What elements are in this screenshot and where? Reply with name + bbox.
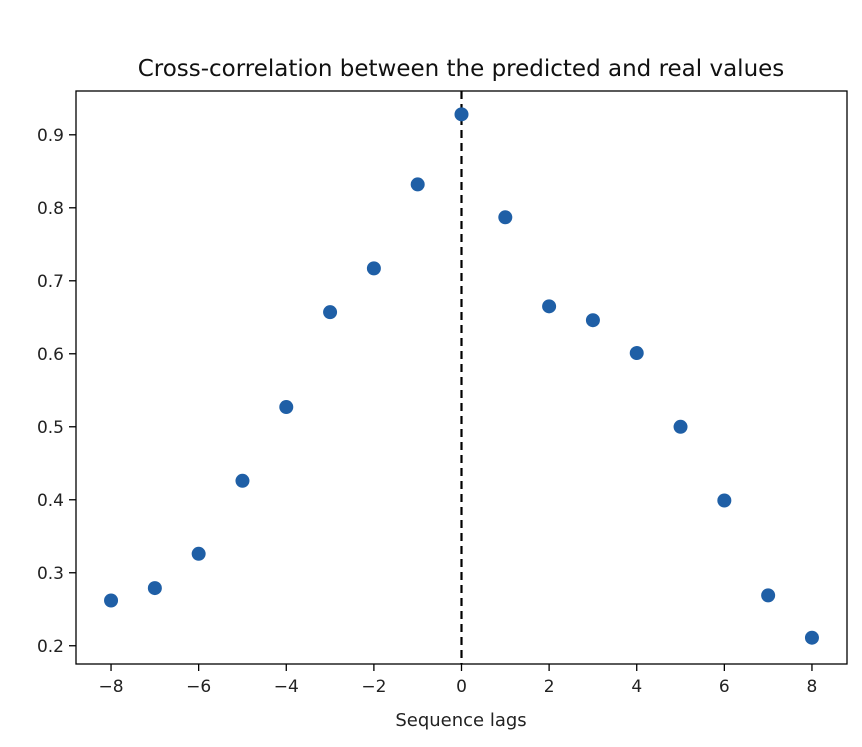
- data-point: [542, 299, 557, 314]
- x-tick-label: 2: [544, 677, 555, 697]
- data-point: [673, 419, 688, 434]
- data-point: [323, 305, 338, 320]
- x-axis-label: Sequence lags: [395, 710, 526, 731]
- plot-area: −8 −6 −4 −2 0 2 4 6 8 0.2 0.3 0.4 0.5 0.6 0.7 0.8 0.9: [37, 91, 819, 697]
- x-tick-label: −2: [361, 677, 386, 697]
- y-tick-label: 0.6: [37, 345, 64, 365]
- chart-title: Cross-correlation between the predicted …: [138, 56, 785, 82]
- data-point: [147, 581, 162, 596]
- data-point: [498, 210, 513, 225]
- x-tick-label: −8: [99, 677, 124, 697]
- data-point: [410, 177, 425, 192]
- data-point: [235, 473, 250, 488]
- y-tick-label: 0.3: [37, 564, 64, 584]
- data-point: [191, 546, 206, 561]
- x-tick-label: 0: [456, 677, 467, 697]
- y-tick-label: 0.5: [37, 418, 64, 438]
- y-tick-label: 0.7: [37, 272, 64, 292]
- data-point: [629, 346, 644, 361]
- x-tick-label: −4: [274, 677, 299, 697]
- data-point: [804, 630, 819, 645]
- plot-frame: [75, 90, 848, 665]
- data-point: [585, 313, 600, 328]
- y-tick-label: 0.4: [37, 491, 64, 511]
- y-tick-label: 0.2: [37, 637, 64, 657]
- data-point: [366, 261, 381, 276]
- x-tick-label: 6: [719, 677, 730, 697]
- x-tick-label: −6: [186, 677, 211, 697]
- data-point: [104, 593, 119, 608]
- data-point: [717, 493, 732, 508]
- x-tick-label: 8: [807, 677, 818, 697]
- data-point: [454, 107, 469, 122]
- x-tick-label: 4: [631, 677, 642, 697]
- data-point: [761, 588, 776, 603]
- y-tick-label: 0.8: [37, 199, 64, 219]
- data-point: [279, 400, 294, 415]
- y-tick-label: 0.9: [37, 126, 64, 146]
